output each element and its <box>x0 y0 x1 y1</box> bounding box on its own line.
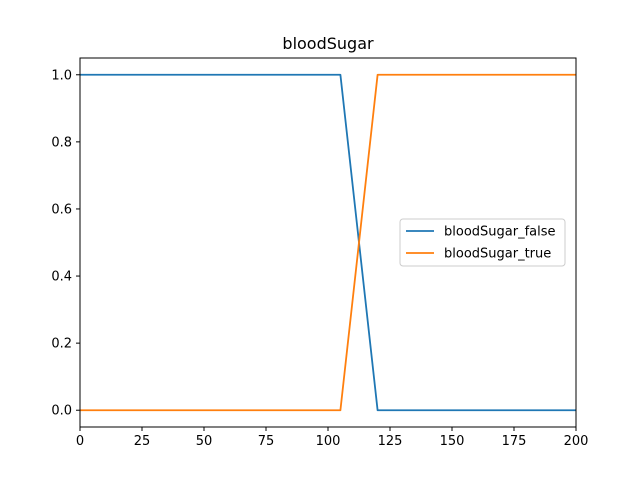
legend: bloodSugar_false bloodSugar_true <box>399 218 566 267</box>
y-tick-label: 0.4 <box>51 270 72 285</box>
y-tick-label: 0.6 <box>51 202 72 217</box>
x-tick-label: 125 <box>378 434 403 449</box>
legend-label-bloodSugar_false: bloodSugar_false <box>444 225 556 240</box>
series-group <box>80 73 576 412</box>
series-line-bloodSugar_true <box>80 73 576 412</box>
x-tick-label: 50 <box>196 434 213 449</box>
legend-box <box>399 218 566 267</box>
x-tick-label: 150 <box>440 434 465 449</box>
x-tick-label: 25 <box>134 434 151 449</box>
x-axis: 0 25 50 75 100 125 150 175 200 <box>76 427 589 449</box>
x-tick-label: 0 <box>76 434 84 449</box>
legend-label-bloodSugar_true: bloodSugar_true <box>444 247 551 262</box>
x-tick-label: 175 <box>502 434 527 449</box>
y-axis: 0.0 0.2 0.4 0.6 0.8 1.0 <box>51 68 80 419</box>
axes-frame <box>79 57 577 428</box>
x-tick-label: 75 <box>258 434 275 449</box>
x-tick-label: 200 <box>564 434 589 449</box>
y-tick-label: 0.8 <box>51 135 72 150</box>
y-tick-label: 0.0 <box>51 404 72 419</box>
x-tick-label: 100 <box>316 434 341 449</box>
chart-title: bloodSugar <box>282 34 374 53</box>
y-tick-label: 1.0 <box>51 68 72 83</box>
y-tick-label: 0.2 <box>51 337 72 352</box>
